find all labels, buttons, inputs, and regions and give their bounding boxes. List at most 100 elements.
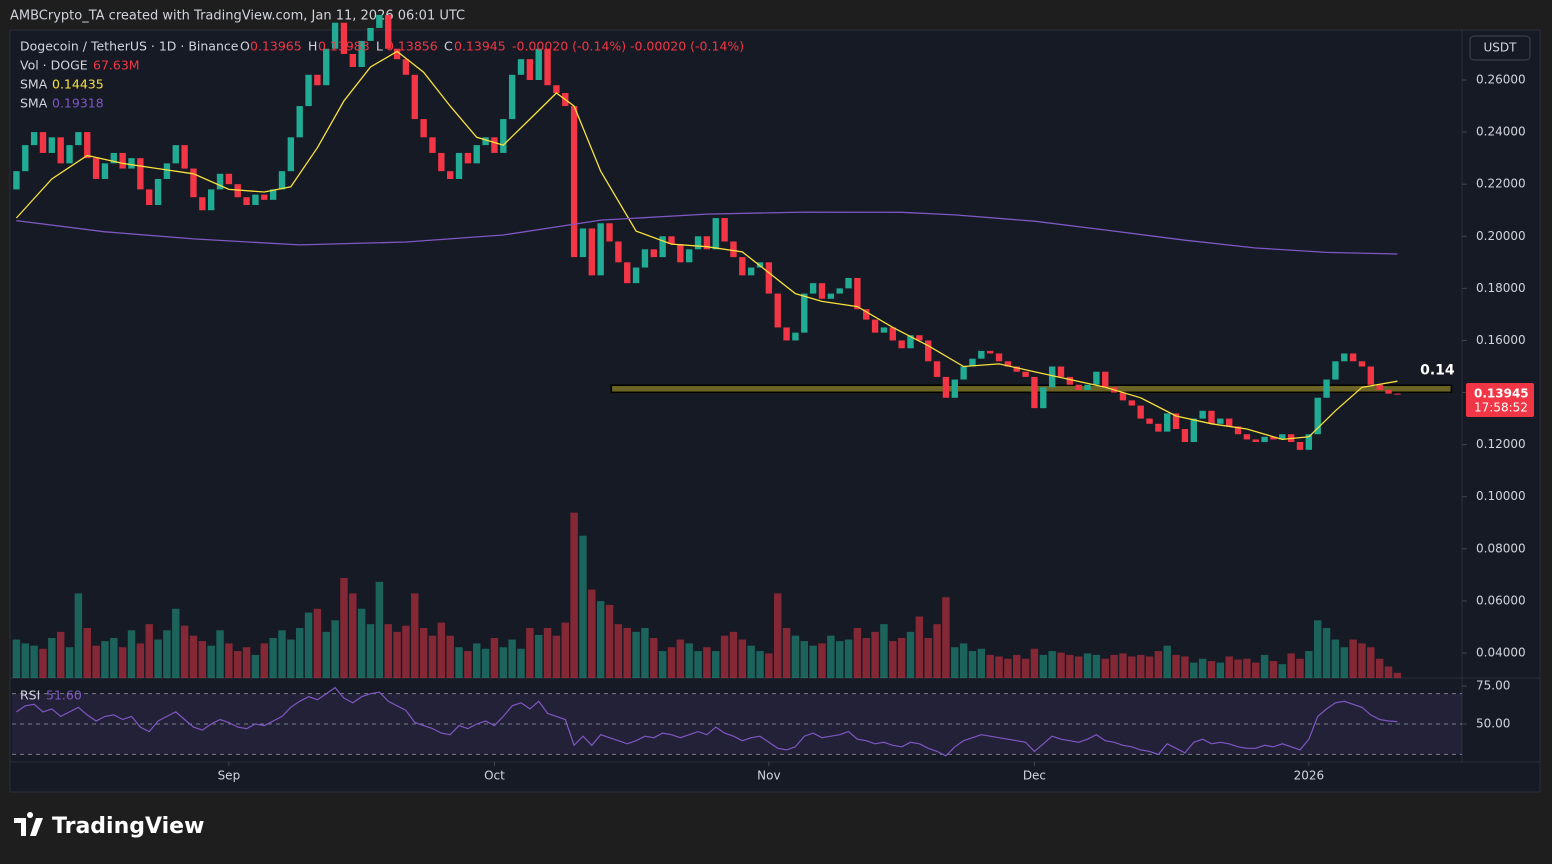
volume-bar (774, 593, 782, 678)
candle-body (447, 171, 454, 179)
candle-body (305, 74, 312, 107)
volume-bar (844, 639, 853, 678)
volume-bar (889, 641, 897, 678)
candle-body (1172, 413, 1180, 430)
candle-body (367, 27, 374, 41)
candle-body (1102, 371, 1109, 388)
volume-bar (1393, 672, 1402, 678)
candle-body (1013, 366, 1020, 372)
y-tick-label: 0.18000 (1476, 281, 1526, 295)
logo: TradingView (14, 812, 204, 839)
volume-bar (561, 622, 569, 678)
candle-body (39, 132, 47, 153)
volume-bar (1172, 654, 1180, 678)
volume-bar (968, 651, 977, 678)
volume-bar (331, 620, 339, 678)
volume-bar (490, 638, 499, 678)
candle-body (1164, 413, 1171, 432)
candle-body (358, 40, 365, 67)
legend-key: C (444, 39, 453, 54)
volume-bar (39, 648, 47, 678)
x-tick-label: 2026 (1294, 769, 1325, 783)
candle-body (48, 137, 56, 153)
volume-bar (1198, 658, 1207, 678)
volume-bar (623, 628, 631, 678)
volume-bar (428, 635, 437, 678)
candle-body (1093, 371, 1100, 385)
volume-bar (92, 645, 100, 678)
legend-change: -0.00020 (-0.14%) (512, 39, 626, 54)
logo-text: TradingView (52, 814, 204, 839)
volume-bar (1048, 651, 1056, 678)
candle-body (455, 152, 463, 179)
legend-sma: SMA (20, 77, 48, 92)
volume-bar (1128, 656, 1136, 678)
y-tick-label: 0.16000 (1476, 333, 1526, 347)
candle-body (473, 145, 480, 164)
volume-bar (1057, 652, 1065, 678)
volume-bar (349, 593, 357, 678)
candle-body (1234, 426, 1242, 435)
currency-button[interactable] (1469, 35, 1531, 61)
volume-bar (384, 624, 392, 678)
volume-bar (1216, 662, 1225, 678)
volume-bar (570, 512, 578, 678)
candle-body (1084, 384, 1091, 390)
volume-bar (703, 647, 711, 678)
zone-label: 0.14 (1420, 362, 1455, 378)
volume-bar (118, 647, 127, 678)
candle-body (1066, 376, 1074, 385)
candle-body (677, 244, 684, 263)
volume-bar (853, 628, 862, 678)
candle-body (438, 152, 445, 172)
candle-body (978, 350, 985, 359)
candle-body (252, 194, 259, 206)
volume-bar (897, 638, 906, 678)
candle-body (411, 74, 418, 120)
volume-bar (915, 616, 924, 678)
candle-body (1137, 405, 1144, 419)
volume-bar (508, 639, 516, 678)
volume-bar (605, 604, 614, 678)
candle-body (1199, 410, 1206, 419)
volume-bar (1092, 654, 1101, 678)
volume-bar (517, 648, 525, 678)
volume-bar (446, 635, 454, 678)
volume-bar (1349, 639, 1357, 678)
volume-bar (30, 645, 38, 678)
candle-body (119, 152, 126, 169)
price-badge-value: 0.13945 (1474, 386, 1529, 400)
candle-body (730, 241, 737, 258)
volume-bar (1322, 628, 1331, 678)
candle-body (739, 257, 746, 276)
candle-body (960, 366, 967, 380)
candle-body (1279, 434, 1286, 440)
volume-bar (906, 631, 915, 678)
volume-bar (12, 639, 21, 678)
candle-body (287, 137, 295, 172)
y-tick-label: 0.24000 (1476, 125, 1526, 139)
volume-bar (694, 651, 702, 678)
volume-bar (782, 628, 791, 678)
volume-bar (1225, 656, 1233, 678)
sma-line (16, 211, 1398, 255)
volume-bar (1110, 654, 1118, 678)
rsi-line (16, 686, 1398, 757)
volume-bar (827, 635, 835, 678)
volume-bar (1252, 662, 1260, 678)
legend-key: O (240, 39, 250, 54)
candle-body (986, 350, 994, 354)
candle-body (1332, 361, 1339, 380)
candle-body (1385, 389, 1392, 394)
volume-bar (596, 601, 605, 678)
candle-body (92, 158, 100, 179)
candle-body (632, 267, 640, 284)
currency[interactable]: USDT (1484, 41, 1518, 55)
legend-value: 0.13965 (250, 39, 302, 54)
volume-bar (189, 635, 198, 678)
volume-bar (1119, 653, 1127, 678)
candle-body (429, 137, 436, 153)
legend-sma-value: 0.14435 (52, 77, 104, 92)
legend-key: L (376, 39, 383, 54)
candle-body (951, 379, 958, 398)
